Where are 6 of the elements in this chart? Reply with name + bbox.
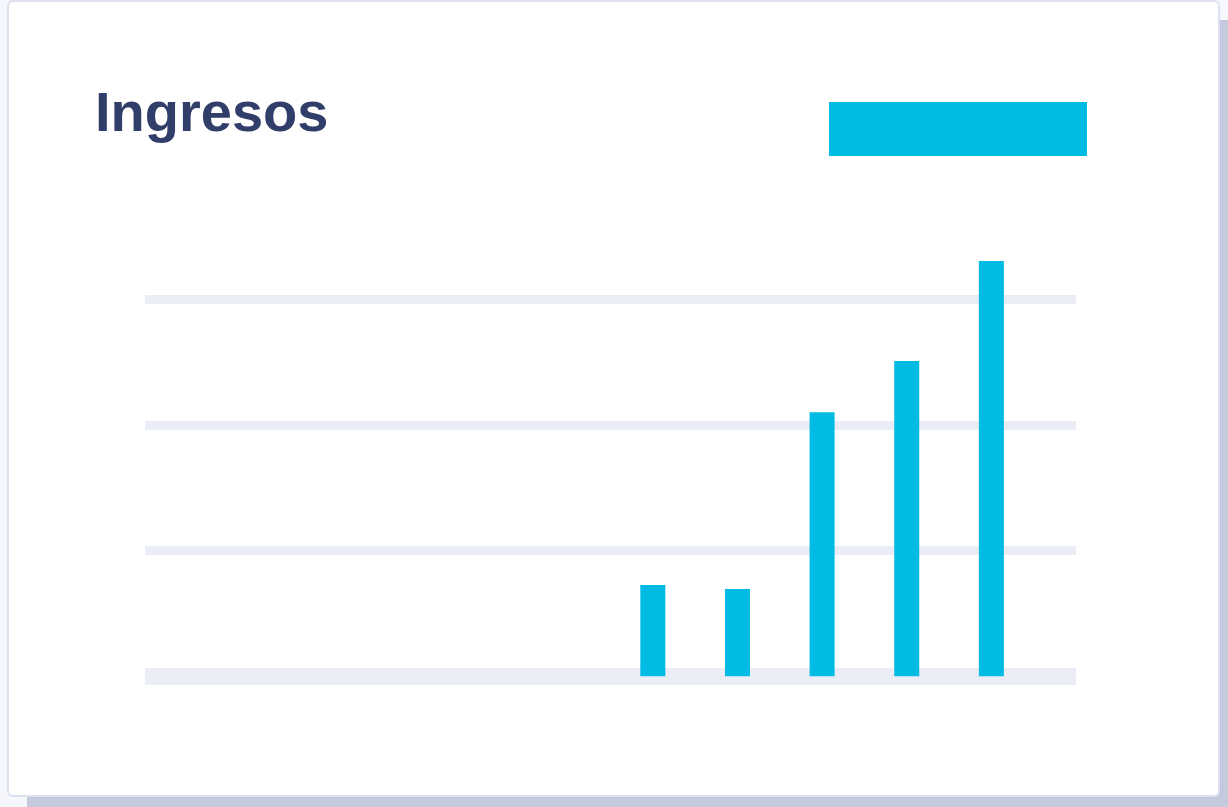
bar — [809, 412, 835, 677]
bar — [724, 589, 750, 677]
bar — [978, 261, 1004, 677]
chart-title: Ingresos — [95, 79, 329, 143]
bar — [894, 361, 920, 677]
bar — [640, 584, 666, 677]
